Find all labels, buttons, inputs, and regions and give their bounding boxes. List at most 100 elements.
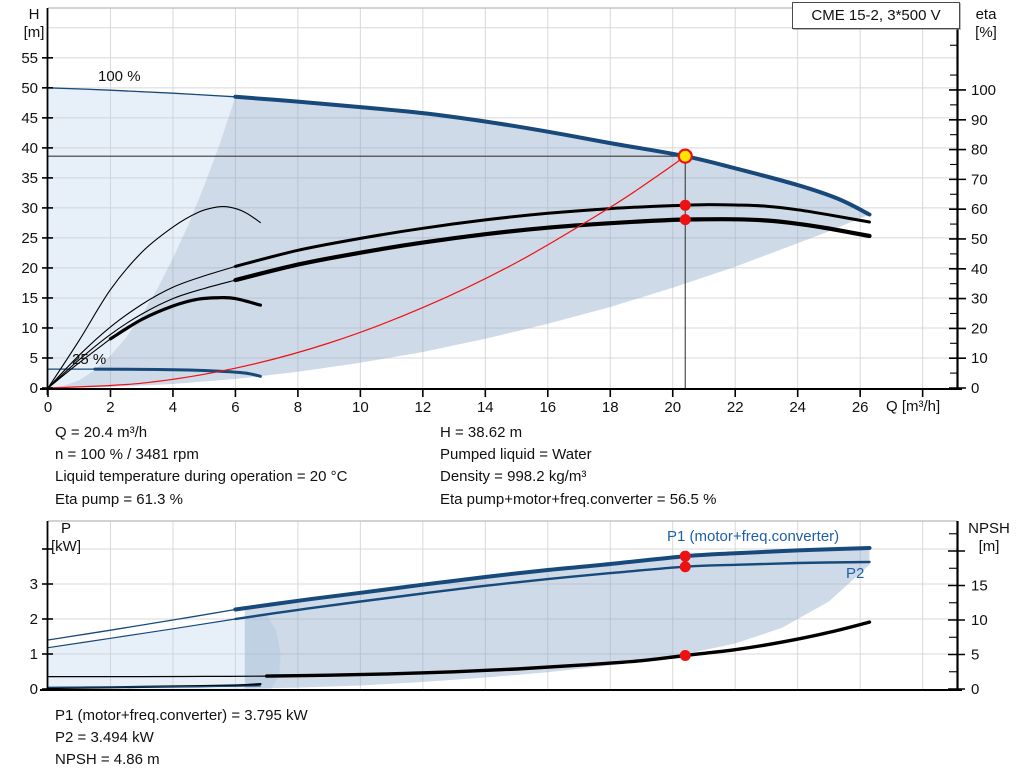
- npsh-axis-title-line1: NPSH: [968, 520, 1010, 537]
- npsh-tick-label: 15: [971, 578, 988, 595]
- eta-tick-label: 100: [971, 82, 996, 99]
- h-tick-label: 20: [21, 260, 38, 277]
- eta-axis-title-line1: eta: [975, 6, 997, 23]
- p-axis-title-line2: [kW]: [51, 538, 81, 555]
- eta-axis-title-line2: [%]: [975, 24, 997, 41]
- p-tick-label: 1: [30, 646, 38, 663]
- q-tick-label: 20: [664, 399, 681, 416]
- series-npsh: [265, 620, 872, 678]
- eta-tick-label: 30: [971, 291, 988, 308]
- duty-head-value: H = 38.62 m: [440, 424, 523, 441]
- pumped-liquid-value: Pumped liquid = Water: [440, 446, 592, 464]
- power-info: P1 (motor+freq.converter) = 3.795 kW P2 …: [55, 705, 308, 772]
- q-tick-label: 18: [602, 399, 619, 416]
- series-system-curve: [47, 155, 686, 389]
- h-tick-label: 15: [21, 290, 38, 307]
- h-tick-label: 30: [21, 200, 38, 217]
- series-eta-pump-25pct: [47, 205, 261, 389]
- eta-pump-value: Eta pump = 61.3 %: [55, 490, 183, 508]
- low-flow-envelope: [48, 87, 236, 389]
- speed-25pct-label: 25 %: [72, 351, 107, 368]
- liquid-temperature-value: Liquid temperature during operation = 20…: [55, 468, 348, 486]
- npsh-axis-title: NPSH [m]: [960, 520, 1018, 556]
- q-tick-label: 26: [852, 399, 869, 416]
- eta-tick-label: 70: [971, 171, 988, 188]
- series-qh-100pct: [233, 94, 872, 217]
- series-p2-low-flow: [47, 618, 236, 649]
- low-flow-envelope: [48, 615, 281, 689]
- series-eta-total-low-flow: [47, 279, 236, 389]
- series-eta-total: [233, 217, 872, 283]
- eta-total-value: Eta pump+motor+freq.converter = 56.5 %: [440, 490, 717, 508]
- h-axis-title: H [m]: [18, 6, 50, 42]
- series-qh-100pct-low-flow: [47, 87, 237, 98]
- eta-tick-label: 40: [971, 261, 988, 278]
- p-axis-title-line1: P: [60, 520, 71, 537]
- eta-tick-label: 20: [971, 320, 988, 337]
- series-npsh-low-flow: [47, 675, 268, 678]
- npsh-duty-marker: [679, 649, 691, 661]
- q-tick-label: 0: [44, 399, 52, 416]
- q-tick-label: 24: [789, 399, 806, 416]
- q-tick-label: 2: [106, 399, 114, 416]
- q-tick-label: 8: [294, 399, 302, 416]
- series-eta-total-25pct: [108, 295, 262, 341]
- npsh-tick-label: 0: [971, 681, 979, 698]
- series-p1-motor-freq-converter: [233, 546, 872, 612]
- qh-chart: 0 2 4 6 8 10 12 14 16 18 20 22 24 2605101520253035404…: [21, 7, 996, 416]
- q-tick-label: 16: [539, 399, 556, 416]
- eta-tick-label: 80: [971, 142, 988, 159]
- eta-tick-label: 10: [971, 350, 988, 367]
- series-eta-total-25pct-low-flow: [47, 338, 112, 389]
- q-tick-label: 22: [727, 399, 744, 416]
- h-tick-label: 50: [21, 80, 38, 97]
- q-tick-label: 10: [352, 399, 369, 416]
- p1-curve-label: P1 (motor+freq.converter): [667, 528, 840, 545]
- series-p2: [234, 560, 871, 621]
- eta-tick-label: 90: [971, 112, 988, 129]
- series-p1-low-flow: [47, 608, 237, 641]
- npsh-tick-label: 5: [971, 647, 979, 664]
- npsh-value: NPSH = 4.86 m: [55, 751, 160, 769]
- p-tick-label: 0: [30, 681, 38, 698]
- q-tick-label: 12: [415, 399, 432, 416]
- p2-value: P2 = 3.494 kW: [55, 729, 154, 747]
- eta-total-duty-marker: [679, 214, 691, 226]
- h-axis-title-line1: H: [28, 6, 40, 23]
- duty-speed-value: n = 100 % / 3481 rpm: [55, 446, 199, 464]
- h-tick-label: 35: [21, 170, 38, 187]
- duty-q-value: Q = 20.4 m³/h: [55, 424, 148, 441]
- eta-pump-duty-marker: [679, 199, 691, 211]
- operating-envelope: [244, 548, 870, 689]
- speed-100pct-label: 100 %: [98, 68, 141, 85]
- series-eta-pump: [233, 203, 871, 268]
- q-tick-label: 6: [231, 399, 239, 416]
- p2-curve-label: P2: [846, 565, 865, 582]
- duty-point-markers: [677, 148, 693, 226]
- p-axis-title: P [kW]: [40, 520, 92, 556]
- duty-info-left: Q = 20.4 m³/h n = 100 % / 3481 rpm Liqui…: [55, 422, 347, 511]
- h-axis-title-line2: [m]: [23, 24, 45, 41]
- density-value: Density = 998.2 kg/m³: [440, 468, 587, 486]
- eta-tick-label: 50: [971, 231, 988, 248]
- eta-tick-label: 0: [971, 380, 979, 397]
- series-qh-25pct: [93, 367, 262, 378]
- h-tick-label: 45: [21, 110, 38, 127]
- p-tick-label: 2: [30, 611, 38, 628]
- series-eta-pump-low-flow: [47, 265, 236, 389]
- p1-duty-marker: [679, 550, 691, 562]
- duty-point-marker: [677, 148, 693, 164]
- duty-info-right: H = 38.62 m Pumped liquid = Water Densit…: [440, 422, 716, 511]
- p2-duty-marker: [679, 561, 691, 573]
- p1-value: P1 (motor+freq.converter) = 3.795 kW: [55, 707, 308, 724]
- q-tick-label: 14: [477, 399, 494, 416]
- operating-envelope: [48, 96, 870, 389]
- duty-point-markers: [679, 550, 691, 661]
- eta-axis-title: eta [%]: [968, 6, 1004, 42]
- npsh-axis-title-line2: [m]: [978, 538, 1000, 555]
- h-tick-label: 55: [21, 50, 38, 67]
- q-tick-label: 4: [169, 399, 177, 416]
- h-tick-label: 40: [21, 140, 38, 157]
